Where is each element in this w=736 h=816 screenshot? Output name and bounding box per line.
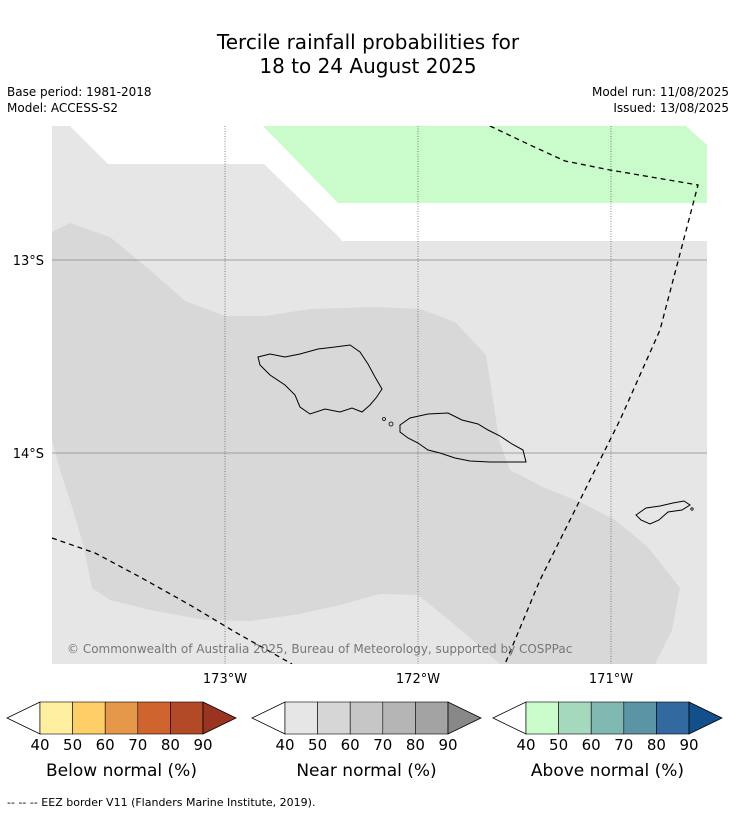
eez-border-southwest bbox=[52, 537, 293, 664]
colorbar-above-segment bbox=[623, 701, 657, 735]
colorbar-above-high-extend bbox=[688, 701, 723, 735]
colorbar-below-tick: 70 bbox=[128, 736, 148, 754]
colorbar-above-tick: 60 bbox=[581, 736, 601, 754]
colorbar-below-segment bbox=[72, 701, 106, 735]
title-line-2: 18 to 24 August 2025 bbox=[259, 54, 477, 78]
savaii-island bbox=[257, 344, 383, 415]
near-normal-region bbox=[52, 223, 680, 664]
colorbar-near-high-extend bbox=[447, 701, 482, 735]
colorbar-near-segment bbox=[415, 701, 449, 735]
colorbar-below-tick: 90 bbox=[193, 736, 213, 754]
colorbar-below-segment bbox=[137, 701, 171, 735]
map-panel: 13°S 14°S 173°W 172°W 171°W © Commonweal… bbox=[13, 126, 707, 687]
tutuila-island bbox=[635, 500, 691, 525]
left-metadata: Base period: 1981-2018 Model: ACCESS-S2 bbox=[7, 84, 152, 116]
colorbar-near-segment bbox=[382, 701, 416, 735]
upolu-island bbox=[399, 412, 527, 463]
colorbar-above-tick: 50 bbox=[549, 736, 569, 754]
colorbar-near-segment bbox=[349, 701, 384, 735]
footer-note: -- -- -- EEZ border V11 (Flanders Marine… bbox=[7, 796, 316, 809]
colorbar-below-label: Below normal (%) bbox=[46, 761, 197, 781]
colorbar-above-segment bbox=[558, 701, 592, 735]
model-run: Model run: 11/08/2025 bbox=[591, 85, 729, 99]
colorbars bbox=[6, 701, 723, 735]
colorbar-near-segment bbox=[284, 701, 318, 735]
colorbar-below-tick: 80 bbox=[160, 736, 180, 754]
issued-date: Issued: 13/08/2025 bbox=[613, 101, 729, 115]
colorbar-near bbox=[251, 701, 482, 735]
colorbar-below-tick: 60 bbox=[95, 736, 115, 754]
colorbar-near-segment bbox=[317, 701, 351, 735]
colorbar-near-tick: 60 bbox=[340, 736, 360, 754]
colorbar-above-tick: 90 bbox=[679, 736, 699, 754]
colorbar-below-segment bbox=[104, 701, 139, 735]
chart-title: Tercile rainfall probabilities for 18 to… bbox=[0, 30, 736, 78]
eez-border-north bbox=[489, 126, 699, 664]
base-period: Base period: 1981-2018 bbox=[7, 85, 152, 99]
colorbar-below-high-extend bbox=[202, 701, 237, 735]
model-name: Model: ACCESS-S2 bbox=[7, 101, 119, 115]
right-metadata: Model run: 11/08/2025 Issued: 13/08/2025 bbox=[592, 84, 729, 116]
colorbar-near-tick: 40 bbox=[275, 736, 295, 754]
colorbar-below-low-extend bbox=[6, 701, 41, 735]
colorbar-above-tick: 70 bbox=[614, 736, 634, 754]
colorbar-above-segment bbox=[656, 701, 690, 735]
colorbar-below-tick: 50 bbox=[63, 736, 83, 754]
colorbar-near-tick: 50 bbox=[308, 736, 328, 754]
lat-label-14s: 14°S bbox=[13, 447, 44, 462]
above-normal-region bbox=[263, 126, 707, 203]
colorbar-near-label: Near normal (%) bbox=[296, 761, 437, 781]
title-line-1: Tercile rainfall probabilities for bbox=[216, 30, 520, 54]
colorbar-below-segment bbox=[39, 701, 73, 735]
colorbar-near-tick: 90 bbox=[438, 736, 458, 754]
lon-label-171w: 171°W bbox=[589, 672, 633, 687]
colorbar-above-segment bbox=[590, 701, 625, 735]
lat-label-13s: 13°S bbox=[13, 254, 44, 269]
white-band bbox=[70, 126, 707, 241]
lon-label-173w: 173°W bbox=[203, 672, 247, 687]
colorbar-above-label: Above normal (%) bbox=[530, 761, 685, 781]
colorbar-above bbox=[492, 701, 723, 735]
copyright-text: © Commonwealth of Australia 2025, Bureau… bbox=[67, 642, 572, 656]
colorbar-near-tick: 80 bbox=[405, 736, 425, 754]
colorbar-below-tick: 40 bbox=[30, 736, 50, 754]
colorbar-above-tick: 40 bbox=[516, 736, 536, 754]
colorbar-near-low-extend bbox=[251, 701, 286, 735]
colorbar-near-tick: 70 bbox=[373, 736, 393, 754]
colorbar-below-segment bbox=[170, 701, 204, 735]
colorbar-below bbox=[6, 701, 237, 735]
colorbar-above-segment bbox=[525, 701, 559, 735]
lon-label-172w: 172°W bbox=[396, 672, 440, 687]
colorbar-above-tick: 80 bbox=[646, 736, 666, 754]
colorbar-above-low-extend bbox=[492, 701, 527, 735]
